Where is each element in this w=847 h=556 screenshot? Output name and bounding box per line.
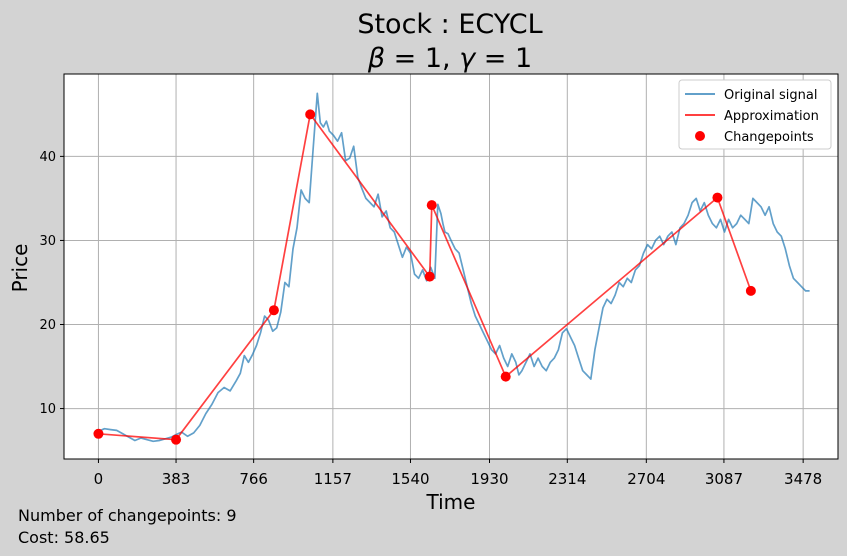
series-original-signal <box>98 92 810 443</box>
legend-box <box>678 79 832 150</box>
plot-frame <box>63 73 839 460</box>
changepoints-count: Number of changepoints: 9 <box>18 506 237 525</box>
changepoint-marker <box>171 434 182 445</box>
beta-symbol: β <box>367 43 385 74</box>
x-tick-label: 1540 <box>391 470 429 488</box>
y-tick-label: 40 <box>39 150 56 165</box>
y-tick-label: 20 <box>39 318 56 333</box>
x-tick-label: 1157 <box>314 470 352 488</box>
y-tick-label: 30 <box>39 234 56 249</box>
legend-swatch-changepoints <box>695 131 705 141</box>
x-tick-label: 1930 <box>470 470 508 488</box>
changepoint-marker <box>426 200 437 211</box>
legend: Original signal Approximation Changepoin… <box>678 79 832 150</box>
x-tick-label: 383 <box>162 470 191 488</box>
changepoint-marker <box>93 428 104 439</box>
x-tick-label: 2704 <box>627 470 665 488</box>
legend-label-changepoints: Changepoints <box>724 130 814 145</box>
beta-value: = 1, <box>385 43 459 74</box>
x-tick-label: 2314 <box>548 470 586 488</box>
y-axis-label: Price <box>8 244 32 293</box>
changepoint-marker <box>268 305 279 316</box>
x-axis-label: Time <box>426 490 476 514</box>
x-tick-label: 0 <box>94 470 104 488</box>
changepoint-marker <box>712 192 723 203</box>
series-layer <box>93 92 810 445</box>
cost-value: Cost: 58.65 <box>18 528 110 547</box>
legend-label-approximation: Approximation <box>724 109 819 124</box>
x-tick-label: 3478 <box>784 470 822 488</box>
axis-ticks: 0 383 766 1157 1540 1930 2314 2704 3087 3478 10 20 3… <box>39 150 822 488</box>
gamma-value: = 1 <box>475 43 532 74</box>
chart-subtitle: β = 1, γ = 1 <box>367 43 532 74</box>
y-tick-label: 10 <box>39 402 56 417</box>
x-tick-label: 3087 <box>705 470 743 488</box>
changepoint-marker <box>500 371 511 382</box>
changepoint-marker <box>745 285 756 296</box>
changepoint-marker <box>305 109 316 120</box>
changepoint-marker <box>424 271 435 282</box>
gamma-symbol: γ <box>459 43 477 74</box>
legend-label-original: Original signal <box>724 88 817 103</box>
chart-title: Stock : ECYCL <box>357 9 542 40</box>
x-tick-label: 766 <box>239 470 268 488</box>
